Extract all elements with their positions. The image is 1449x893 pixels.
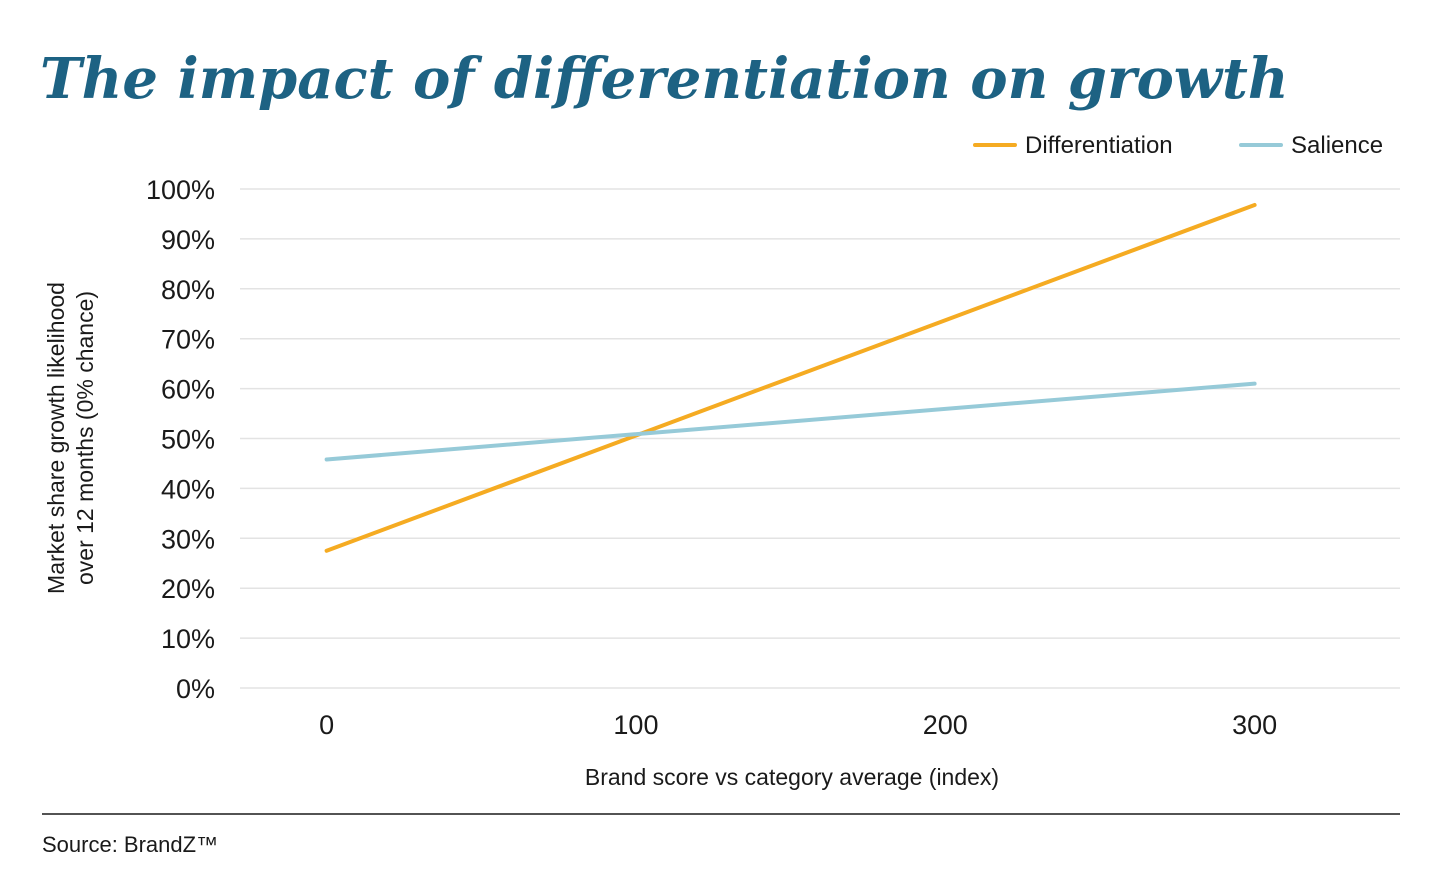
x-axis-label: Brand score vs category average (index) xyxy=(585,764,999,790)
y-tick-label: 20% xyxy=(161,574,215,604)
x-tick-label: 100 xyxy=(613,710,658,740)
y-axis-label-line1: Market share growth likelihood xyxy=(43,282,69,594)
y-tick-label: 30% xyxy=(161,524,215,554)
series-line-differentiation xyxy=(324,202,1257,553)
x-tick-label: 300 xyxy=(1232,710,1277,740)
y-tick-label: 90% xyxy=(161,225,215,255)
gridlines xyxy=(240,188,1400,689)
legend-label-salience: Salience xyxy=(1291,132,1383,159)
y-tick-label: 10% xyxy=(161,624,215,654)
y-tick-label: 40% xyxy=(161,474,215,504)
legend: Differentiation Salience xyxy=(973,132,1383,159)
y-axis-label-line2: over 12 months (0% chance) xyxy=(72,291,98,585)
series-lines xyxy=(324,202,1257,553)
series-line-salience xyxy=(324,381,1257,462)
source-note: Source: BrandZ™ xyxy=(42,832,218,857)
x-tick-label: 0 xyxy=(319,710,334,740)
y-tick-label: 70% xyxy=(161,325,215,355)
y-tick-label: 60% xyxy=(161,375,215,405)
y-tick-label: 0% xyxy=(176,674,215,704)
legend-label-differentiation: Differentiation xyxy=(1025,132,1173,159)
x-axis-ticks: 0 100 200 300 xyxy=(319,710,1277,740)
chart-title: The impact of differentiation on growth xyxy=(40,46,1289,112)
y-tick-label: 100% xyxy=(146,175,215,205)
y-tick-label: 80% xyxy=(161,275,215,305)
y-axis-ticks: 0% 10% 20% 30% 40% 50% 60% 70% 80% 90% 100% xyxy=(146,175,215,704)
y-tick-label: 50% xyxy=(161,425,215,455)
x-tick-label: 200 xyxy=(923,710,968,740)
